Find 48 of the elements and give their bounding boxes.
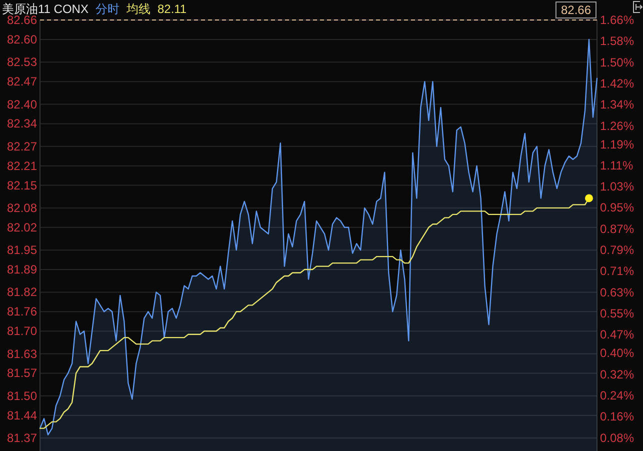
annotation: 82.11 bbox=[157, 2, 187, 16]
y-tick-label: 82.47 bbox=[6, 74, 37, 89]
y2-tick-label: 1.50% bbox=[600, 55, 634, 70]
y-tick-label: 82.08 bbox=[6, 200, 37, 215]
y2-tick-label: 0.40% bbox=[600, 346, 634, 360]
title: 美原油11 CONX bbox=[2, 2, 88, 16]
y2-tick-label: 0.87% bbox=[600, 222, 634, 236]
y-tick-label: 82.02 bbox=[6, 220, 37, 234]
y-tick-label: 81.63 bbox=[6, 346, 37, 361]
series-name: 均线 bbox=[126, 2, 150, 16]
y2-tick-label: 1.66% bbox=[600, 13, 634, 27]
series-name: 分时 bbox=[95, 2, 120, 16]
y2-tick-label: 0.55% bbox=[600, 306, 634, 320]
y-tick-label: 82.21 bbox=[6, 158, 37, 173]
y2-tick-label: 0.08% bbox=[600, 430, 634, 445]
y-tick-label: 82.15 bbox=[6, 178, 37, 192]
y-tick-label: 81.37 bbox=[6, 431, 37, 446]
y-tick-label: 81.95 bbox=[6, 243, 37, 258]
y-tick-label: 81.70 bbox=[6, 324, 37, 338]
y-tick-label: 81.76 bbox=[6, 304, 37, 319]
y2-tick-label: 1.19% bbox=[600, 137, 634, 152]
y-tick-label: 81.89 bbox=[6, 262, 37, 277]
y-tick-label: 82.60 bbox=[6, 32, 37, 46]
y2-tick-label: 1.03% bbox=[600, 180, 634, 194]
y2-tick-label: 1.58% bbox=[600, 34, 634, 48]
y2-tick-label: 0.95% bbox=[600, 200, 634, 215]
y-tick-label: 81.50 bbox=[6, 388, 37, 403]
y-tick-label: 82.66 bbox=[6, 13, 37, 27]
y2-tick-label: 0.79% bbox=[600, 243, 634, 258]
y2-tick-label: 0.47% bbox=[600, 328, 634, 342]
ref-line-label: 82.66 bbox=[555, 2, 596, 18]
y-tick-label: 81.82 bbox=[6, 285, 37, 300]
y2-tick-label: 1.11% bbox=[600, 158, 634, 172]
y2-tick-label: 0.24% bbox=[600, 388, 634, 402]
y2-tick-label: 0.71% bbox=[600, 264, 634, 278]
y2-tick-label: 0.32% bbox=[600, 367, 634, 382]
y-tick-label: 81.44 bbox=[6, 408, 37, 422]
y2-tick-label: 0.63% bbox=[600, 285, 634, 300]
y-tick-label: 82.53 bbox=[6, 55, 37, 70]
y2-tick-label: 1.34% bbox=[600, 98, 634, 112]
y-tick-label: 82.40 bbox=[6, 97, 37, 112]
y2-tick-label: 0.16% bbox=[600, 410, 634, 424]
y2-tick-label: 1.26% bbox=[600, 118, 634, 133]
y-tick-label: 81.57 bbox=[6, 366, 37, 380]
y-tick-label: 82.34 bbox=[6, 116, 37, 131]
ref-line-label: 82.66 bbox=[560, 3, 592, 17]
y2-tick-label: 1.42% bbox=[600, 76, 634, 90]
y-tick-label: 82.27 bbox=[6, 139, 37, 154]
